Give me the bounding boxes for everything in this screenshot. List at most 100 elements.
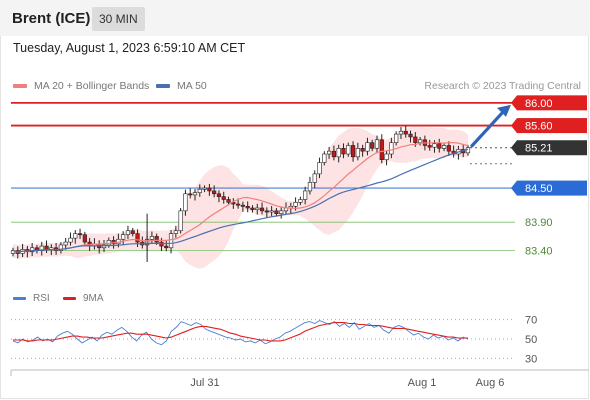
candle-body [183,193,188,212]
legend-ma50: MA 50 [156,80,207,92]
candle-body [164,245,169,249]
header-bar: Brent (ICE) 30 MIN [0,0,590,36]
candle-body [221,196,226,200]
interval-button[interactable]: 30 MIN [92,7,145,31]
candle-body [303,190,308,200]
candle-body [432,143,437,148]
level-label-85-21: 85.21 [525,143,553,155]
candle-body [216,193,222,197]
level-label-83-40: 83.40 [525,246,553,258]
copyright-text: Research © 2023 Trading Central [424,80,581,92]
bollinger-band [13,127,468,269]
legend-rsi: RSI [13,293,50,304]
candle-body [441,145,447,149]
candle-body [30,247,35,253]
level-label-86-00-pointer [511,95,517,111]
candle-body [350,145,356,158]
candle-body [403,130,408,135]
candle-body [307,182,313,192]
x-tick-label: Jul 31 [190,377,219,389]
candle-body [82,234,87,243]
candle-body [322,153,327,163]
candle-body [73,233,78,239]
rsi-swatch [13,296,26,300]
candle-body [418,139,423,143]
legend-9ma: 9MA [63,293,104,304]
legend-ma50-label: MA 50 [177,80,207,92]
candle-body [68,237,73,243]
candle-body [360,148,365,152]
candle-body [212,190,217,195]
target-arrow-head [497,104,511,117]
candle-body [188,193,193,196]
ma50-swatch [156,84,170,89]
candle-body [327,150,332,155]
candle-body [245,205,250,209]
candle-body [255,207,260,211]
candle-body [427,145,432,148]
candle-body [236,203,241,206]
candle-body [259,207,265,212]
candle-body [298,199,303,203]
candle-body [154,236,159,243]
candle-body [312,173,317,183]
candle-body [398,130,404,135]
rsi-tick-label: 30 [525,353,537,365]
chart-timestamp: Tuesday, August 1, 2023 6:59:10 AM CET [13,41,246,55]
level-label-84-50-pointer [511,180,517,196]
legend-ma20: MA 20 + Bollinger Bands [13,80,149,92]
candle-body [269,210,274,213]
level-label-85-21-pointer [511,140,517,156]
candle-body [192,192,198,196]
rsi-tick-label: 50 [525,334,537,346]
x-tick-label: Aug 6 [476,377,505,389]
candle-body [264,210,269,213]
candle-body [125,230,131,236]
candle-body [374,139,380,149]
candle-body [408,133,413,138]
level-label-84-50: 84.50 [525,183,553,195]
candle-body [149,236,154,240]
ma20-line [12,142,469,253]
candle-body [197,188,202,193]
rsi-line [12,320,469,346]
candle-body [413,136,418,143]
candle-body [159,241,164,247]
candle-body [202,187,207,190]
x-tick-label: Aug 1 [408,377,437,389]
legend-rsi-label: RSI [33,293,50,304]
candle-body [135,233,140,243]
candle-body [437,143,442,149]
candle-body [121,234,126,240]
legend-ma20-label: MA 20 + Bollinger Bands [34,80,150,92]
candle-body [44,245,49,250]
candle-body [168,233,174,249]
ma20-swatch [13,84,27,89]
target-arrow-shaft [470,108,507,148]
level-label-86-00: 86.00 [525,98,553,110]
candle-body [207,187,212,192]
candle-body [293,202,298,207]
candle-body [274,210,279,214]
candle-body [250,207,255,211]
candle-body [279,210,284,214]
candle-body [341,148,346,155]
rsi-tick-label: 70 [525,315,537,327]
candle-body [370,142,375,149]
level-label-85-60-pointer [511,118,517,134]
candle-body [379,139,384,160]
instrument-title: Brent (ICE) [12,10,91,27]
level-label-85-60: 85.60 [525,121,553,133]
candle-body [317,162,322,175]
level-label-86-00-bg [517,95,587,111]
rsi-9ma-line [13,322,468,342]
candle-body [39,245,44,251]
candle-body [394,133,399,143]
level-label-84-50-bg [517,180,587,196]
candle-body [240,204,245,207]
candle-body [178,210,183,232]
candle-body [346,145,351,155]
candle-body [365,142,370,152]
candle-body [77,233,83,236]
